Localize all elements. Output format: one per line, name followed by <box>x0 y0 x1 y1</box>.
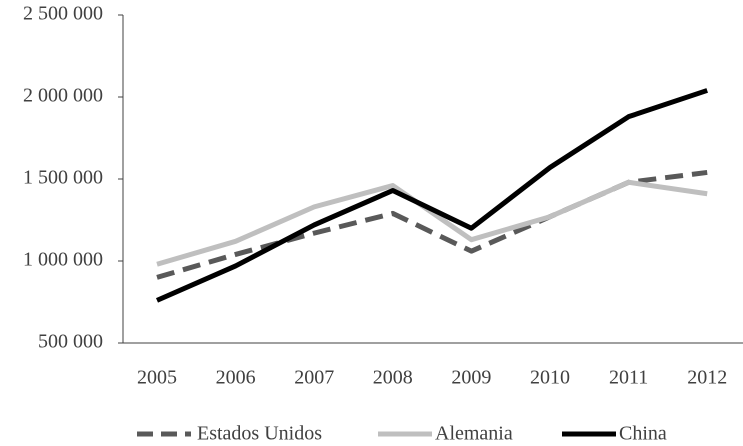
x-tick-label: 2008 <box>373 367 413 389</box>
x-tick-label: 2011 <box>609 367 648 389</box>
x-tick-label: 2007 <box>294 367 334 389</box>
legend-label: Alemania <box>435 423 513 445</box>
y-tick-label: 2 500 000 <box>23 3 103 25</box>
legend-label: Estados Unidos <box>197 423 322 445</box>
x-tick-label: 2006 <box>216 367 256 389</box>
series-line <box>155 88 708 303</box>
y-tick-label: 500 000 <box>38 331 103 353</box>
legend-label: China <box>619 423 667 445</box>
y-tick-label: 1 500 000 <box>23 167 103 189</box>
x-tick-label: 2009 <box>451 367 491 389</box>
series-line <box>156 179 708 267</box>
x-tick-label: 2012 <box>687 367 727 389</box>
y-tick-label: 2 000 000 <box>23 85 103 107</box>
y-tick-label: 1 000 000 <box>23 249 103 271</box>
x-tick-label: 2005 <box>137 367 177 389</box>
x-tick-label: 2010 <box>530 367 570 389</box>
